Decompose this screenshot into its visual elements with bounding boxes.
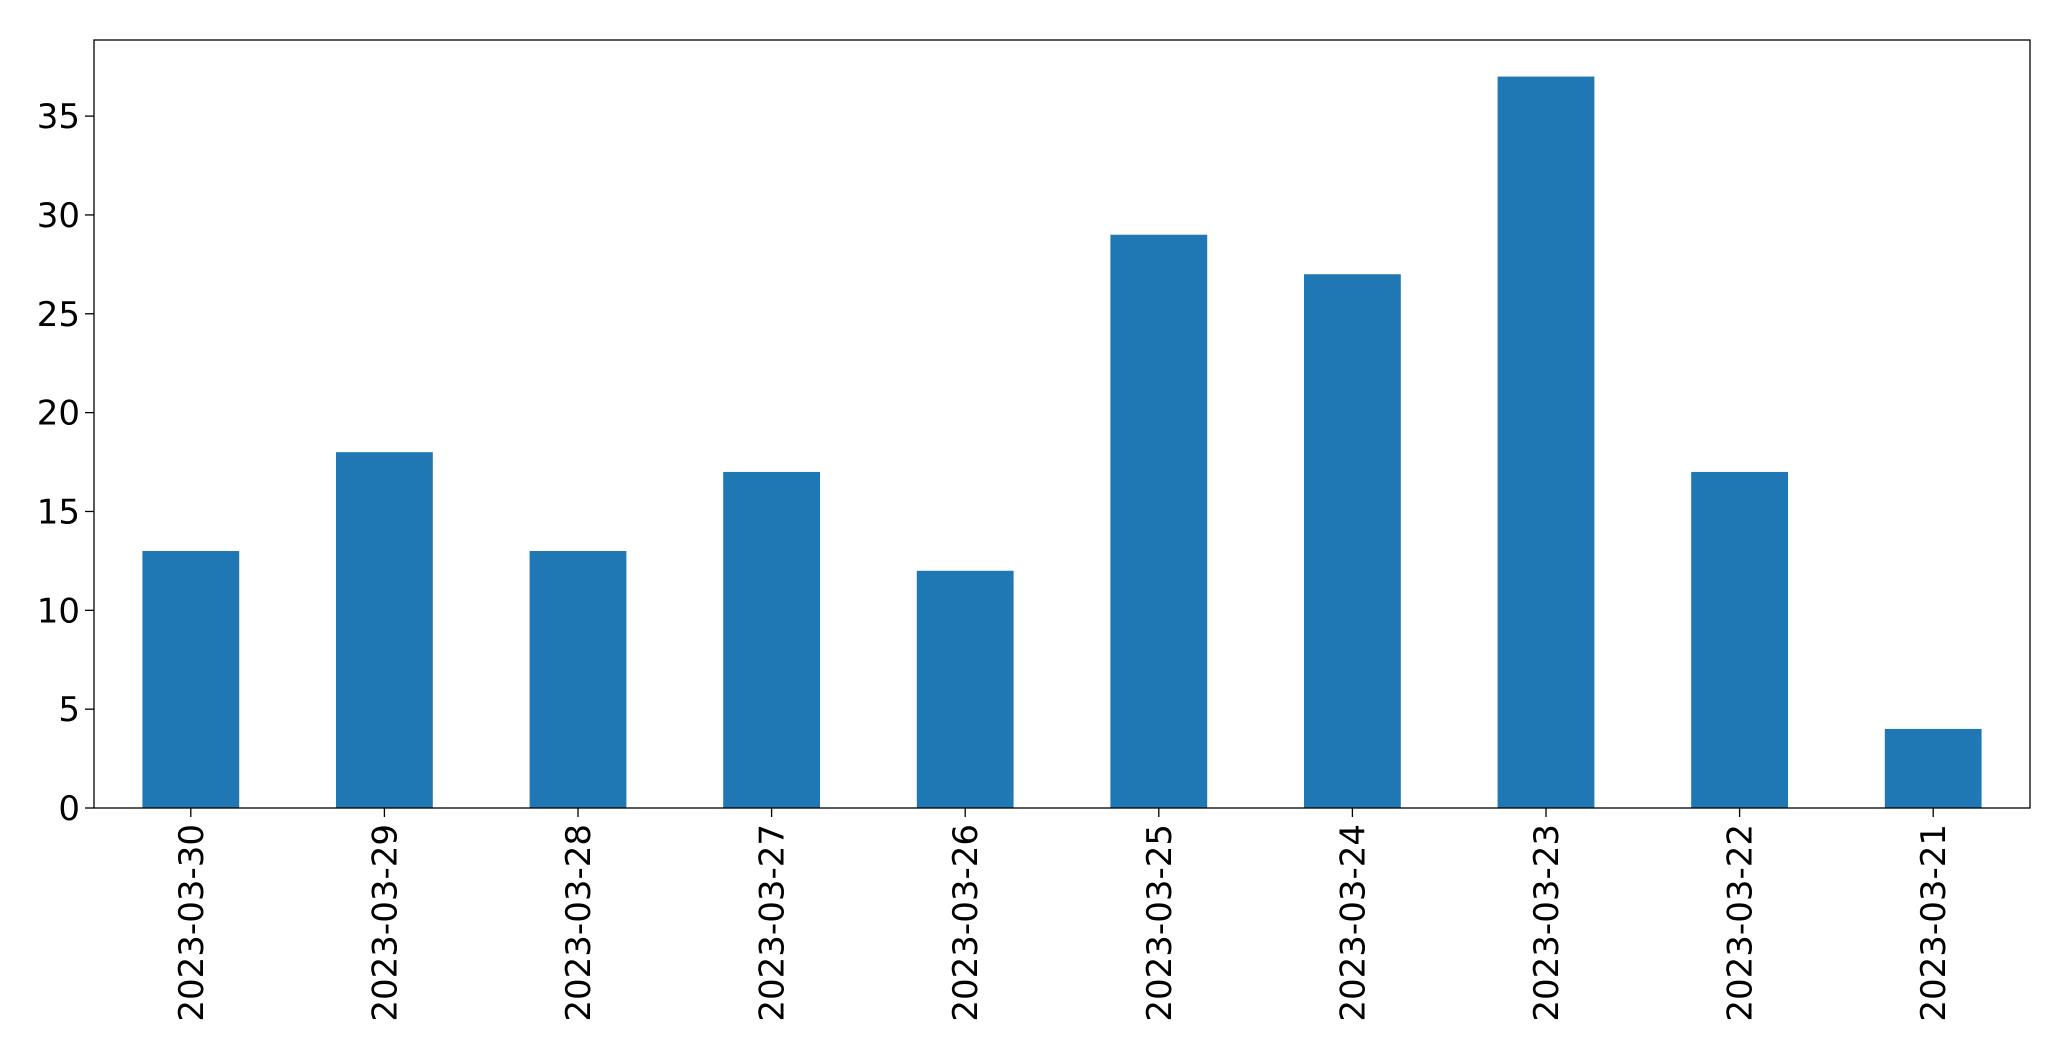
x-tick-label: 2023-03-26 [946,824,986,1022]
y-tick-label: 10 [37,591,80,631]
x-tick-label: 2023-03-30 [172,824,212,1022]
bar [723,471,820,808]
bar [142,551,240,808]
y-tick-label: 30 [37,196,80,236]
bar [1497,76,1595,809]
y-tick-label: 5 [58,690,80,730]
y-tick-label: 0 [58,789,80,829]
y-tick-label: 15 [37,492,80,532]
x-tick-label: 2023-03-23 [1527,824,1567,1022]
bar [1110,234,1208,808]
y-tick-label: 35 [37,97,80,137]
bar [336,452,433,808]
x-tick-label: 2023-03-21 [1914,824,1954,1022]
y-tick-label: 25 [37,295,80,335]
bar [1884,728,1982,808]
x-tick-label: 2023-03-24 [1333,824,1373,1022]
x-tick-label: 2023-03-29 [365,824,405,1022]
x-tick-label: 2023-03-27 [753,824,793,1022]
bar [529,551,627,808]
x-tick-label: 2023-03-25 [1140,824,1180,1022]
y-tick-label: 20 [37,394,80,434]
bar [1304,274,1401,808]
x-tick-label: 2023-03-22 [1721,824,1761,1022]
plot-frame [93,39,2031,809]
bar [916,570,1014,808]
bar [1691,471,1788,808]
x-tick-label: 2023-03-28 [559,824,599,1022]
